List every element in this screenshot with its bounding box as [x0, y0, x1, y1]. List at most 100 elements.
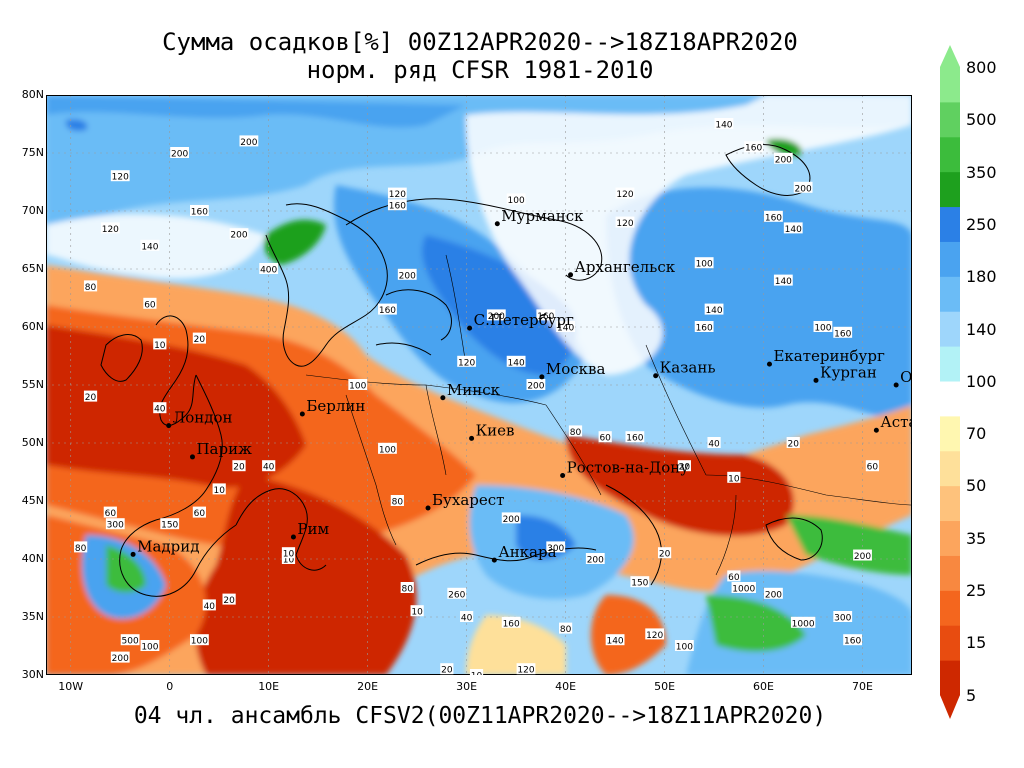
colorbar-swatch — [940, 520, 960, 556]
contour-label: 120 — [387, 187, 407, 200]
svg-text:80: 80 — [402, 585, 414, 595]
colorbar-swatch — [940, 206, 960, 242]
contour-label: 1000 — [731, 582, 756, 595]
contour-label: 160 — [536, 309, 556, 322]
svg-text:200: 200 — [775, 155, 792, 165]
contour-label: 140 — [783, 222, 803, 235]
colorbar-swatch — [940, 450, 960, 487]
svg-text:140: 140 — [606, 637, 623, 647]
contour-label: 100 — [140, 640, 160, 653]
svg-text:160: 160 — [537, 312, 554, 322]
svg-text:20: 20 — [679, 463, 691, 473]
contour-label: 200 — [501, 512, 521, 525]
colorbar-swatch — [940, 101, 960, 138]
contour-label: 60 — [865, 460, 880, 473]
contour-label: 160 — [833, 326, 853, 339]
colorbar-tick-label: 180 — [966, 267, 997, 287]
contour-label: 40 — [460, 611, 474, 624]
svg-text:120: 120 — [458, 358, 475, 368]
contour-label: 160 — [378, 303, 397, 316]
city-label: Анкара — [498, 543, 556, 561]
svg-text:200: 200 — [527, 382, 544, 392]
svg-text:140: 140 — [775, 277, 792, 287]
longitude-tick-label: 60E — [753, 680, 774, 693]
colorbar-tick-label: 500 — [966, 110, 997, 130]
svg-text:300: 300 — [834, 614, 851, 624]
city-dot — [290, 534, 296, 540]
city-label: Лондон — [173, 409, 233, 427]
map-subtitle: норм. ряд CFSR 1981-2010 — [306, 56, 654, 84]
contour-label: 200 — [239, 135, 259, 148]
svg-text:200: 200 — [765, 590, 782, 600]
colorbar-swatch — [940, 485, 960, 522]
colorbar-swatch — [940, 660, 960, 696]
svg-text:160: 160 — [834, 329, 851, 339]
contour-label: 10 — [153, 338, 167, 351]
svg-text:120: 120 — [102, 225, 119, 235]
colorbar-swatch — [940, 590, 960, 626]
contour-label: 160 — [625, 431, 645, 444]
latitude-tick-label: 50N — [21, 436, 44, 449]
city-label: Париж — [196, 440, 252, 458]
contour-label: 100 — [506, 193, 526, 206]
city-dot — [813, 377, 819, 383]
svg-text:200: 200 — [230, 231, 247, 241]
svg-text:120: 120 — [517, 666, 534, 675]
city-label: Казань — [660, 359, 716, 377]
contour-label: 20 — [222, 593, 236, 606]
contour-label: 160 — [694, 321, 714, 334]
svg-text:80: 80 — [570, 428, 582, 438]
contour-label: 260 — [447, 587, 467, 600]
contour-label: 140 — [773, 274, 793, 287]
svg-text:140: 140 — [508, 358, 525, 368]
city-dot — [494, 221, 500, 227]
latitude-tick-label: 30N — [21, 668, 44, 681]
contour-label: 60 — [143, 297, 157, 310]
city-dot — [166, 423, 172, 429]
colorbar-swatch — [940, 381, 960, 417]
contour-label: 160 — [744, 141, 764, 154]
contour-label: 150 — [630, 576, 650, 589]
svg-text:1000: 1000 — [792, 619, 815, 629]
colorbar-swatch — [940, 67, 960, 103]
contour-label: 100 — [674, 640, 694, 653]
svg-text:120: 120 — [616, 219, 633, 229]
contour-label: 200 — [764, 587, 783, 600]
city-dot — [130, 551, 136, 557]
contour-label: 160 — [501, 616, 521, 629]
svg-text:20: 20 — [85, 393, 97, 403]
city-dot — [491, 557, 497, 563]
contour-label: 60 — [598, 431, 612, 444]
colorbar — [940, 45, 960, 719]
contour-label: 60 — [727, 570, 741, 583]
svg-text:40: 40 — [204, 602, 216, 612]
contour-label: 140 — [506, 355, 526, 368]
latitude-tick-label: 40N — [21, 552, 44, 565]
city-label: Киев — [476, 421, 515, 439]
colorbar-tick-label: 350 — [966, 162, 997, 182]
contour-label: 200 — [526, 379, 546, 392]
contour-label: 20 — [440, 663, 454, 676]
svg-text:20: 20 — [233, 463, 245, 473]
colorbar-tick-label: 50 — [966, 476, 987, 496]
city-label: Астана — [880, 413, 912, 431]
contour-label: 200 — [585, 553, 605, 566]
longitude-tick-label: 40E — [555, 680, 577, 693]
contour-label: 120 — [645, 628, 665, 641]
svg-text:120: 120 — [112, 173, 129, 183]
svg-text:10: 10 — [154, 341, 166, 351]
latitude-tick-label: 35N — [21, 610, 44, 623]
city-dot — [653, 373, 659, 379]
colorbar-swatch — [940, 555, 960, 591]
contour-label: 300 — [833, 611, 853, 624]
colorbar-min-arrow — [940, 695, 960, 719]
svg-text:10: 10 — [471, 672, 483, 676]
contour-label: 160 — [764, 210, 783, 223]
city-dot — [893, 382, 899, 388]
city-dot — [766, 361, 772, 367]
svg-text:40: 40 — [154, 405, 166, 415]
svg-text:160: 160 — [389, 202, 406, 212]
contour-label: 80 — [390, 495, 404, 508]
contour-label: 10 — [727, 471, 741, 484]
